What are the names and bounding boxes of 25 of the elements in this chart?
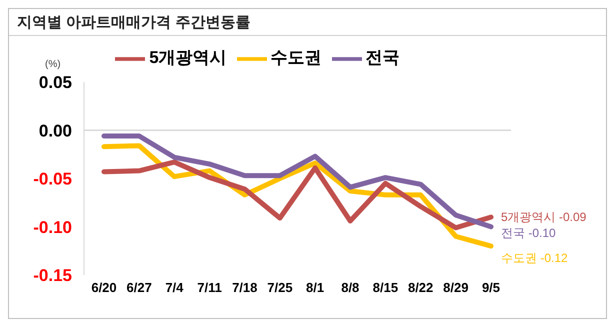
y-tick-label: 0.05 xyxy=(38,73,72,92)
y-tick-label: -0.10 xyxy=(33,218,72,237)
x-tick-label: 8/29 xyxy=(443,280,468,296)
annotation: 전국 -0.10 xyxy=(501,226,556,240)
legend-label: 5개광역시 xyxy=(149,48,227,68)
x-tick-label: 7/25 xyxy=(267,280,293,296)
annotation: 5개광역시 -0.09 xyxy=(501,210,587,224)
legend-label: 전국 xyxy=(366,48,400,68)
y-axis-title: (%) xyxy=(45,59,61,70)
x-tick-label: 8/22 xyxy=(408,280,434,296)
x-tick-label: 6/27 xyxy=(126,280,152,296)
x-tick-label: 6/20 xyxy=(91,280,117,296)
x-tick-label: 8/1 xyxy=(306,280,324,296)
x-tick-label: 8/8 xyxy=(341,280,360,296)
y-tick-label: 0.00 xyxy=(38,121,72,140)
x-tick-label: 8/15 xyxy=(372,280,398,296)
annotation: 수도권 -0.12 xyxy=(501,251,568,266)
y-tick-label: -0.05 xyxy=(33,170,72,188)
x-tick-label: 7/11 xyxy=(197,280,222,296)
x-tick-label: 7/4 xyxy=(165,280,184,296)
legend-label: 수도권 xyxy=(270,48,322,68)
x-tick-label: 7/18 xyxy=(232,280,258,296)
x-tick-label: 9/5 xyxy=(482,280,500,296)
chart-title: 지역별 아파트매매가격 주간변동률 xyxy=(9,9,606,36)
y-tick-label: -0.15 xyxy=(33,266,72,285)
